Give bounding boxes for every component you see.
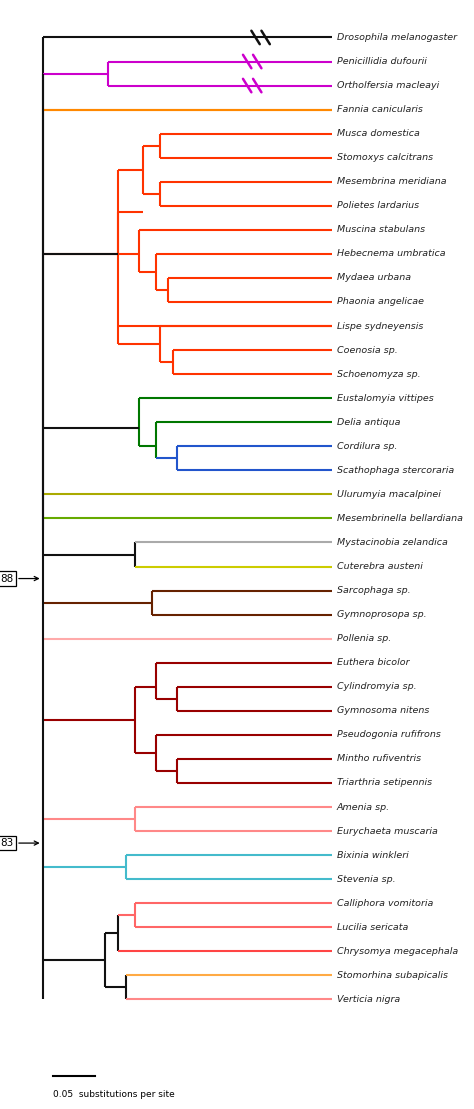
Text: Gymnoprosopa sp.: Gymnoprosopa sp.	[337, 610, 427, 619]
Text: Calliphora vomitoria: Calliphora vomitoria	[337, 898, 433, 907]
Text: Muscina stabulans: Muscina stabulans	[337, 225, 425, 234]
Text: Stomorhina subapicalis: Stomorhina subapicalis	[337, 970, 448, 980]
Text: Mystacinobia zelandica: Mystacinobia zelandica	[337, 538, 448, 547]
Text: Triarthria setipennis: Triarthria setipennis	[337, 779, 432, 787]
Text: Amenia sp.: Amenia sp.	[337, 803, 390, 812]
Text: 88: 88	[0, 573, 38, 583]
Text: Gymnosoma nitens: Gymnosoma nitens	[337, 706, 429, 715]
Text: Pseudogonia rufifrons: Pseudogonia rufifrons	[337, 731, 441, 740]
Text: Cordilura sp.: Cordilura sp.	[337, 441, 397, 450]
Text: Cuterebra austeni: Cuterebra austeni	[337, 562, 423, 571]
Text: Stevenia sp.: Stevenia sp.	[337, 875, 395, 884]
Text: Fannia canicularis: Fannia canicularis	[337, 105, 423, 114]
Text: Phaonia angelicae: Phaonia angelicae	[337, 297, 424, 306]
Text: Lispe sydneyensis: Lispe sydneyensis	[337, 322, 423, 330]
Text: Drosophila melanogaster: Drosophila melanogaster	[337, 33, 457, 42]
Text: Pollenia sp.: Pollenia sp.	[337, 634, 391, 643]
Text: Eurychaeta muscaria: Eurychaeta muscaria	[337, 826, 438, 835]
Text: Mesembrina meridiana: Mesembrina meridiana	[337, 177, 447, 186]
Text: 83: 83	[0, 838, 38, 848]
Text: Eustalomyia vittipes: Eustalomyia vittipes	[337, 394, 434, 403]
Text: Mintho rufiventris: Mintho rufiventris	[337, 754, 421, 763]
Text: Delia antiqua: Delia antiqua	[337, 418, 401, 427]
Text: Ortholfersia macleayi: Ortholfersia macleayi	[337, 81, 439, 90]
Text: Lucilia sericata: Lucilia sericata	[337, 923, 408, 932]
Text: Hebecnema umbratica: Hebecnema umbratica	[337, 250, 446, 258]
Text: Penicillidia dufourii: Penicillidia dufourii	[337, 57, 427, 67]
Text: Schoenomyza sp.: Schoenomyza sp.	[337, 369, 420, 378]
Text: Bixinia winkleri: Bixinia winkleri	[337, 851, 409, 859]
Text: Scathophaga stercoraria: Scathophaga stercoraria	[337, 466, 454, 475]
Text: Stomoxys calcitrans: Stomoxys calcitrans	[337, 153, 433, 162]
Text: Chrysomya megacephala: Chrysomya megacephala	[337, 947, 458, 956]
Text: Verticia nigra: Verticia nigra	[337, 995, 400, 1004]
Text: 0.05  substitutions per site: 0.05 substitutions per site	[53, 1089, 175, 1099]
Text: Musca domestica: Musca domestica	[337, 129, 420, 139]
Text: Mydaea urbana: Mydaea urbana	[337, 274, 411, 283]
Text: Euthera bicolor: Euthera bicolor	[337, 659, 410, 668]
Text: Ulurumyia macalpinei: Ulurumyia macalpinei	[337, 490, 441, 499]
Text: Coenosia sp.: Coenosia sp.	[337, 346, 398, 355]
Text: Cylindromyia sp.: Cylindromyia sp.	[337, 682, 417, 691]
Text: Sarcophaga sp.: Sarcophaga sp.	[337, 586, 410, 596]
Text: Polietes lardarius: Polietes lardarius	[337, 202, 419, 211]
Text: Mesembrinella bellardiana: Mesembrinella bellardiana	[337, 513, 463, 523]
